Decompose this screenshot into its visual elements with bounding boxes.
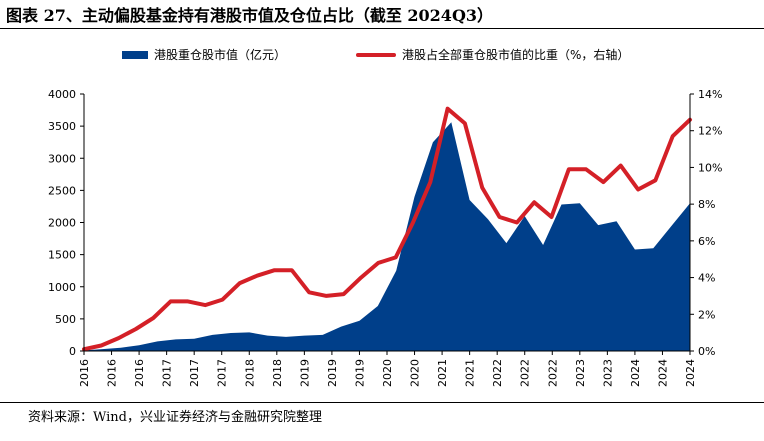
- left-tick-label: 2000: [48, 217, 76, 230]
- x-tick-label: 2021: [464, 359, 477, 387]
- x-tick-label: 2016: [78, 359, 91, 387]
- x-tick-label: 2024: [629, 359, 642, 387]
- left-tick-label: 2500: [48, 184, 76, 197]
- left-tick-label: 3000: [48, 152, 76, 165]
- left-tick-label: 1500: [48, 249, 76, 262]
- x-tick-label: 2019: [326, 359, 339, 387]
- right-tick-label: 2%: [698, 308, 715, 321]
- right-tick-label: 4%: [698, 272, 715, 285]
- line-series: [82, 106, 692, 352]
- x-tick-label: 2017: [188, 359, 201, 387]
- legend-item-area: 港股重仓股市值（亿元）: [122, 46, 286, 63]
- left-tick-label: 4000: [48, 88, 76, 101]
- x-tick-label: 2016: [133, 359, 146, 387]
- x-tick-label: 2019: [353, 359, 366, 387]
- right-tick-label: 10%: [698, 161, 722, 174]
- chart-title: 图表 27、主动偏股基金持有港股市值及仓位占比（截至 2024Q3）: [6, 6, 494, 25]
- x-tick-label: 2024: [684, 359, 697, 387]
- x-tick-label: 2022: [546, 359, 559, 387]
- left-tick-label: 3500: [48, 120, 76, 133]
- legend-swatch-area: [122, 50, 148, 59]
- legend-item-line: 港股占全部重仓股市值的比重（%，右轴）: [356, 46, 629, 63]
- left-tick-label: 1000: [48, 281, 76, 294]
- legend-label-area: 港股重仓股市值（亿元）: [154, 48, 287, 62]
- right-tick-label: 12%: [698, 125, 722, 138]
- top-rule: [0, 28, 764, 29]
- x-tick-label: 2019: [298, 359, 311, 387]
- x-tick-label: 2022: [519, 359, 532, 387]
- x-tick-label: 2021: [436, 359, 449, 387]
- x-tick-label: 2023: [601, 359, 614, 387]
- right-tick-label: 6%: [698, 235, 715, 248]
- left-tick-label: 500: [55, 313, 76, 326]
- x-tick-label: 2023: [574, 359, 587, 387]
- x-tick-label: 2018: [243, 359, 256, 387]
- x-tick-label: 2017: [216, 359, 229, 387]
- x-tick-label: 2020: [409, 359, 422, 387]
- right-tick-label: 14%: [698, 88, 722, 101]
- right-tick-label: 0%: [698, 345, 715, 358]
- area-series: [84, 122, 690, 351]
- left-tick-label: 0: [69, 345, 76, 358]
- x-tick-label: 2017: [161, 359, 174, 387]
- right-tick-label: 8%: [698, 198, 715, 211]
- legend-swatch-line: [356, 52, 396, 57]
- x-tick-label: 2018: [271, 359, 284, 387]
- source-note: 资料来源：Wind，兴业证券经济与金融研究院整理: [28, 410, 322, 425]
- x-tick-label: 2016: [106, 359, 119, 387]
- x-tick-label: 2022: [491, 359, 504, 387]
- x-tick-label: 2020: [381, 359, 394, 387]
- bottom-rule: [0, 402, 764, 403]
- x-tick-label: 2024: [656, 359, 669, 387]
- legend-label-line: 港股占全部重仓股市值的比重（%，右轴）: [402, 48, 630, 62]
